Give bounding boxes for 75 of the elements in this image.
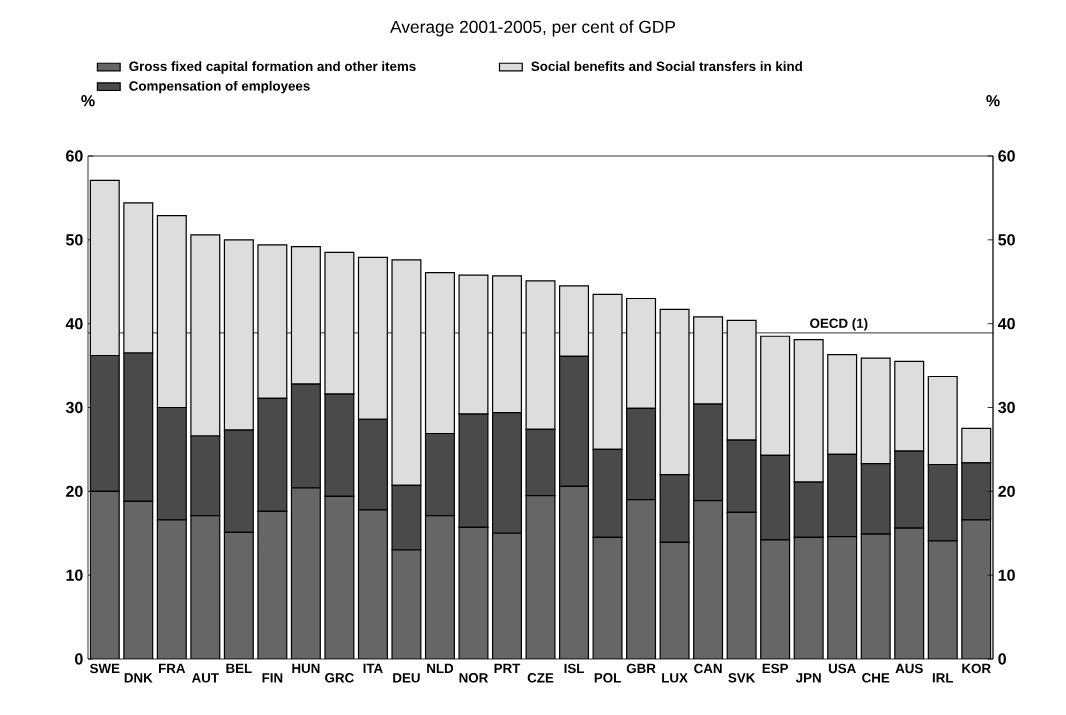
- bar: [123, 501, 153, 659]
- x-tick-label: IRL: [932, 673, 954, 683]
- bar: [961, 519, 992, 659]
- bar: [861, 534, 891, 659]
- y-tick-label: 40: [65, 318, 83, 330]
- y2-tick-label: 40: [997, 318, 1015, 330]
- bar: [626, 499, 656, 659]
- bar: [492, 533, 522, 659]
- y2-tick-label: 50: [998, 234, 1015, 246]
- bar: [459, 527, 488, 659]
- bar: [894, 528, 924, 659]
- x-tick-label: DNK: [124, 673, 153, 683]
- bar: [190, 515, 220, 659]
- y2-tick-label: 20: [998, 485, 1015, 497]
- bar: [425, 515, 455, 659]
- x-tick-label: AUT: [191, 673, 219, 683]
- x-tick-label: KOR: [962, 663, 991, 674]
- y-tick-label: 50: [66, 234, 83, 246]
- x-tick-label: USA: [828, 663, 856, 674]
- y-tick-label: 20: [66, 485, 83, 497]
- chart-title: Average 2001-2005, per cent of GDP: [390, 20, 675, 37]
- bar: [257, 511, 287, 659]
- legend-label: Compensation of employees: [129, 80, 310, 94]
- bar: [559, 486, 589, 659]
- y-tick-label: 30: [65, 401, 83, 414]
- bar: [157, 519, 187, 659]
- x-tick-label: DEU: [393, 673, 420, 683]
- y-axis-title: %: [81, 95, 95, 107]
- bar: [660, 542, 689, 659]
- x-tick-label: GRC: [325, 673, 354, 683]
- bar: [324, 496, 354, 659]
- x-tick-label: BEL: [226, 663, 252, 673]
- x-tick-label: PRT: [494, 663, 521, 673]
- x-tick-label: CHE: [862, 673, 890, 683]
- bar: [794, 537, 824, 659]
- bar: [358, 509, 388, 659]
- x-tick-label: SWE: [89, 663, 120, 674]
- bar: [760, 539, 790, 659]
- y2-tick-label: 60: [998, 150, 1015, 162]
- y2-tick-label: 30: [998, 401, 1015, 414]
- legend-label: Gross fixed capital formation and other items: [129, 61, 416, 74]
- bar: [90, 491, 120, 659]
- bar: [928, 540, 958, 659]
- bar: [827, 536, 857, 659]
- bar: [593, 537, 622, 659]
- x-tick-label: CAN: [694, 663, 722, 674]
- x-tick-label: POL: [594, 673, 621, 683]
- x-tick-label: NLD: [427, 663, 454, 673]
- x-tick-label: ITA: [363, 663, 383, 673]
- y2-tick-label: 0: [998, 653, 1006, 665]
- bar: [693, 500, 723, 659]
- bar: [526, 495, 555, 659]
- x-tick-label: ISL: [564, 663, 584, 674]
- x-tick-label: ESP: [762, 663, 789, 674]
- x-tick-label: LUX: [662, 673, 688, 683]
- ref-line-label: OECD (1): [810, 318, 868, 331]
- y-tick-label: 60: [66, 150, 83, 162]
- x-tick-label: CZE: [527, 673, 554, 683]
- bar: [224, 532, 254, 659]
- bar: [727, 512, 757, 659]
- x-tick-label: FIN: [262, 673, 283, 683]
- x-tick-label: HUN: [292, 663, 320, 674]
- x-tick-label: AUS: [895, 663, 923, 674]
- x-tick-label: NOR: [459, 673, 489, 683]
- bar: [291, 487, 321, 659]
- x-tick-label: JPN: [795, 673, 821, 683]
- x-tick-label: SVK: [728, 673, 756, 683]
- y-tick-label: 0: [75, 653, 83, 665]
- y2-tick-label: 10: [998, 569, 1015, 581]
- legend-label: Social benefits and Social transfers in kind: [531, 61, 802, 72]
- y2-axis-title: %: [986, 95, 1000, 107]
- y-tick-label: 10: [66, 569, 83, 581]
- bar: [392, 550, 421, 659]
- x-tick-label: GBR: [626, 663, 656, 674]
- x-tick-label: FRA: [159, 663, 186, 673]
